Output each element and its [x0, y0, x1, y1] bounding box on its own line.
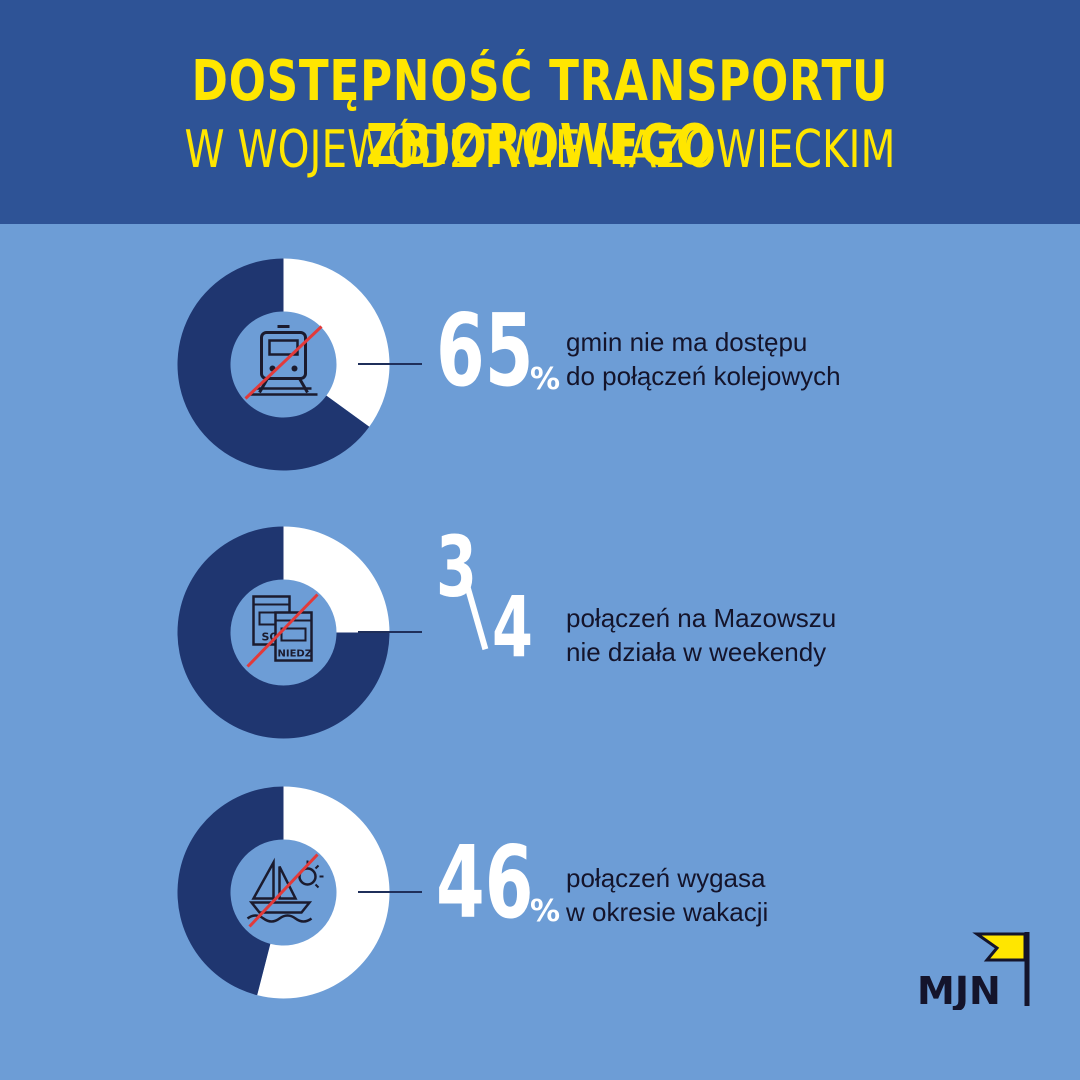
stat-desc-line2: do połączeń kolejowych: [566, 361, 841, 391]
fraction-denominator: 4: [492, 578, 533, 676]
stat-row-weekend: SO NIEDZ 3 4 połączeń na Mazowszu nie dz…: [0, 525, 1080, 740]
stat-value: 46: [436, 824, 534, 941]
connector-line: [358, 631, 422, 633]
connector-line: [358, 891, 422, 893]
flag-icon: [972, 932, 1030, 1006]
title-line-2: W WOJEWÓDZTWIE MAZOWIECKIM: [184, 120, 896, 180]
train-icon: [244, 325, 323, 400]
donut-slice-share: [177, 258, 370, 471]
calendar-icon: SO NIEDZ: [246, 593, 319, 668]
donut-slices: [177, 526, 390, 739]
calendar-sun-label: NIEDZ: [278, 649, 312, 660]
donut-slice-rest: [257, 786, 390, 999]
connector-line: [358, 363, 422, 365]
stat-desc-line1: połączeń na Mazowszu: [566, 603, 837, 633]
donut-slice-share: [177, 786, 284, 996]
stat-desc-line2: nie działa w weekendy: [566, 637, 827, 667]
donut-slice-rest: [283, 526, 390, 633]
donut-chart-holidays: [177, 786, 390, 999]
stat-value: 65: [436, 292, 534, 409]
logo-text: MJN: [917, 969, 1001, 1010]
stat-desc-line1: gmin nie ma dostępu: [566, 327, 808, 357]
donut-slice-share: [177, 526, 390, 739]
donut-slices: [177, 258, 390, 471]
donut-slice-rest: [283, 258, 390, 427]
stat-row-rail: 65 % gmin nie ma dostępu do połączeń kol…: [0, 257, 1080, 472]
mjn-logo: MJN: [917, 932, 1030, 1010]
donut-slices: [177, 786, 390, 999]
stat-desc-line1: połączeń wygasa: [566, 863, 766, 893]
title-line-1: DOSTĘPNOŚĆ TRANSPORTU ZBIOROWEGO: [191, 49, 889, 178]
stat-row-holidays: 46 % połączeń wygasa w okresie wakacji: [0, 785, 1080, 1000]
sailboat-sun-icon: [246, 853, 324, 928]
donut-chart-weekend: SO NIEDZ: [177, 526, 390, 739]
header-banner: [0, 0, 1080, 224]
stat-suffix: %: [530, 362, 561, 397]
stat-suffix: %: [530, 894, 561, 929]
donut-chart-rail: [177, 258, 390, 471]
stat-desc-line2: w okresie wakacji: [566, 897, 769, 927]
